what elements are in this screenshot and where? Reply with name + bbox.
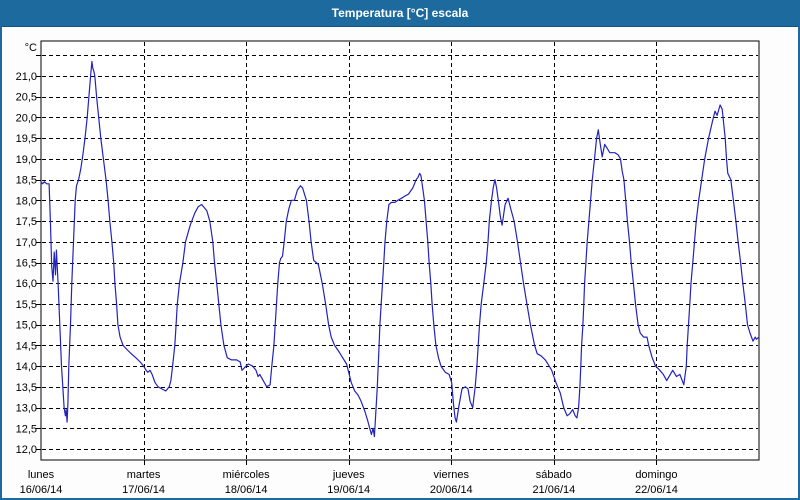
x-date-label: 22/06/14 bbox=[635, 484, 678, 496]
plot-area bbox=[40, 40, 760, 461]
y-tick-label: 12,0 bbox=[16, 444, 37, 456]
y-tick-label: 19,5 bbox=[16, 133, 37, 145]
title-bar: Temperatura [°C] escala bbox=[2, 0, 798, 27]
y-tick-label: 16,0 bbox=[16, 278, 37, 290]
x-day-label: domingo bbox=[635, 469, 677, 481]
y-tick-label: 18,0 bbox=[16, 195, 37, 207]
y-tick-label: 20,5 bbox=[16, 92, 37, 104]
y-tick-label: 20,0 bbox=[16, 112, 37, 124]
x-day-label: lunes bbox=[28, 469, 55, 481]
x-date-label: 16/06/14 bbox=[20, 484, 63, 496]
y-tick-label: 13,5 bbox=[16, 382, 37, 394]
y-tick-label: 17,0 bbox=[16, 237, 37, 249]
x-day-label: jueves bbox=[332, 469, 365, 481]
y-tick-label: 21,0 bbox=[16, 71, 37, 83]
axis-labels: 21,0 20,5 20,0 19,5 19,0 18,5 18,0 17,5 17,0 16,5… bbox=[16, 42, 678, 496]
x-day-label: sábado bbox=[536, 469, 572, 481]
y-tick-label: 15,0 bbox=[16, 320, 37, 332]
x-date-label: 18/06/14 bbox=[225, 484, 268, 496]
temperature-line bbox=[40, 60, 760, 438]
y-tick-label: 16,5 bbox=[16, 258, 37, 270]
y-tick-label: 12,5 bbox=[16, 423, 37, 435]
window-title: Temperatura [°C] escala bbox=[331, 6, 469, 20]
y-tick-label: 13,0 bbox=[16, 403, 37, 415]
y-tick-label: 17,5 bbox=[16, 216, 37, 228]
x-date-label: 19/06/14 bbox=[327, 484, 370, 496]
x-date-label: 20/06/14 bbox=[430, 484, 473, 496]
y-tick-label: 14,5 bbox=[16, 340, 37, 352]
x-date-label: 17/06/14 bbox=[122, 484, 165, 496]
axis-ticks bbox=[36, 55, 657, 465]
x-date-label: 21/06/14 bbox=[532, 484, 575, 496]
y-tick-label: 14,0 bbox=[16, 361, 37, 373]
y-tick-label: 18,5 bbox=[16, 175, 37, 187]
x-day-label: martes bbox=[127, 469, 161, 481]
x-day-label: viernes bbox=[434, 469, 470, 481]
y-tick-label: 15,5 bbox=[16, 299, 37, 311]
y-axis-unit-label: °C bbox=[25, 42, 37, 54]
x-day-label: miércoles bbox=[223, 469, 271, 481]
y-tick-label: 19,0 bbox=[16, 154, 37, 166]
gridlines bbox=[42, 42, 758, 459]
